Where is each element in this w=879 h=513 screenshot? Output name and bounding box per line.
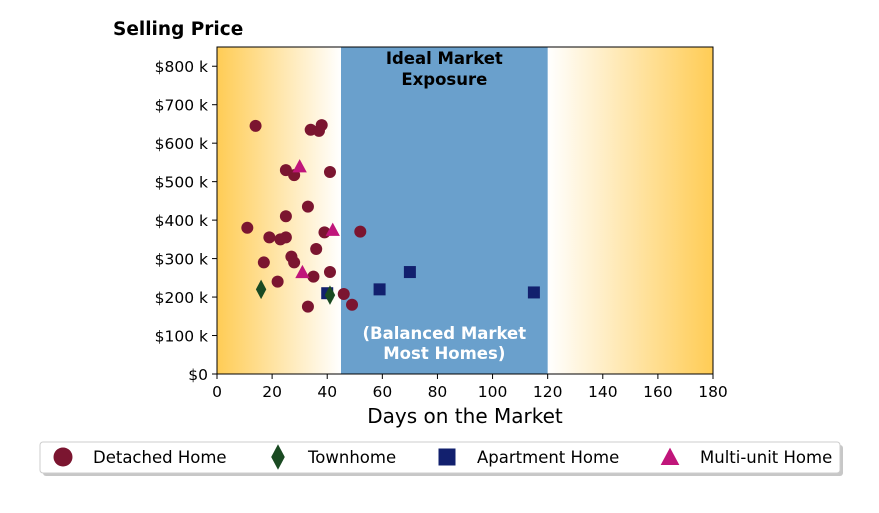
detached-home-point xyxy=(301,200,314,213)
detached-home-point xyxy=(241,221,254,234)
detached-home-point xyxy=(315,119,328,132)
x-tick-label: 120 xyxy=(533,383,563,401)
y-tick-label: $300 k xyxy=(155,251,208,269)
apartment-home-point xyxy=(373,283,386,296)
gradient-right xyxy=(547,47,713,374)
detached-home-point xyxy=(310,242,323,255)
gradient-left xyxy=(217,47,341,374)
legend: Detached Home Townhome Apartment Home Multi… xyxy=(39,441,843,476)
x-tick-label: 20 xyxy=(262,383,282,401)
detached-home-point xyxy=(249,119,262,132)
legend-marker-apartment-home xyxy=(438,448,456,466)
y-tick-label: $600 k xyxy=(155,135,208,153)
legend-label-apartment-home: Apartment Home xyxy=(477,448,619,467)
x-tick-label: 40 xyxy=(317,383,337,401)
detached-home-point xyxy=(323,266,336,279)
multi-unit-home-point xyxy=(325,222,340,236)
x-tick-label: 100 xyxy=(478,383,508,401)
band-title-line-1: Ideal Market xyxy=(386,49,503,68)
legend-label-multi-unit-home: Multi-unit Home xyxy=(700,448,832,467)
apartment-home-point xyxy=(527,286,540,299)
legend-label-detached-home: Detached Home xyxy=(93,448,227,467)
detached-home-point xyxy=(288,256,301,269)
band-note-line-1: (Balanced Market xyxy=(363,324,527,343)
x-tick-label: 140 xyxy=(588,383,618,401)
y-tick-label: $0 xyxy=(188,366,208,384)
x-tick-label: 60 xyxy=(372,383,392,401)
plot-frame xyxy=(216,46,714,375)
townhome-point xyxy=(324,285,336,305)
detached-home-point xyxy=(279,210,292,223)
y-tick-label: $400 k xyxy=(155,212,208,230)
legend-label-townhome: Townhome xyxy=(307,448,396,467)
legend-marker-detached-home xyxy=(53,447,73,467)
band-title-line-2: Exposure xyxy=(401,70,487,89)
x-tick-label: 160 xyxy=(643,383,673,401)
x-tick-label: 80 xyxy=(428,383,448,401)
y-tick-label: $100 k xyxy=(155,328,208,346)
detached-home-point xyxy=(346,298,359,311)
detached-home-point xyxy=(271,275,284,288)
detached-home-point xyxy=(307,270,320,283)
ideal-market-band xyxy=(341,47,548,374)
x-axis-title: Days on the Market xyxy=(367,404,563,428)
townhome-point xyxy=(255,279,267,300)
multi-unit-home-point xyxy=(292,159,307,173)
multi-unit-home-point xyxy=(295,264,310,279)
detached-home-point xyxy=(323,166,336,179)
x-tick-label: 180 xyxy=(698,383,728,401)
axes: 0 20 40 60 80 100 120 140 160 180 $0 $100 k $200 k $3… xyxy=(155,46,728,401)
y-tick-label: $200 k xyxy=(155,289,208,307)
detached-home-point xyxy=(257,256,270,269)
y-tick-label: $800 k xyxy=(155,58,208,76)
detached-home-point xyxy=(301,300,314,313)
detached-home-point xyxy=(263,231,276,244)
detached-home-point xyxy=(337,287,350,300)
x-tick-label: 0 xyxy=(212,383,222,401)
detached-home-point xyxy=(279,231,292,244)
legend-marker-multi-unit-home xyxy=(660,447,680,465)
plot-area: Ideal Market Exposure (Balanced Market M… xyxy=(217,47,713,374)
detached-home-point xyxy=(354,225,367,238)
band-note-line-2: Most Homes) xyxy=(383,344,505,363)
apartment-home-point xyxy=(403,266,416,279)
data-points xyxy=(241,119,540,313)
y-tick-label: $700 k xyxy=(155,97,208,115)
y-axis-title: Selling Price xyxy=(113,19,243,40)
legend-marker-townhome xyxy=(271,444,285,470)
y-tick-label: $500 k xyxy=(155,174,208,192)
